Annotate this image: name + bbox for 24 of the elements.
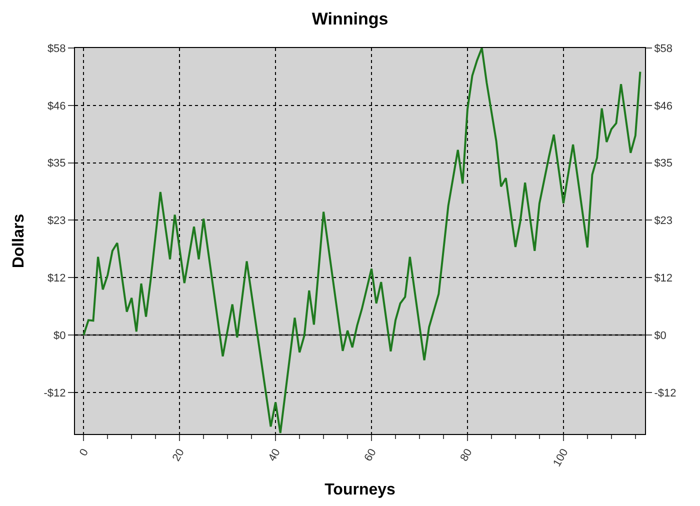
y2-tick-label: $46 [654, 100, 673, 112]
x-tick-label: 0 [78, 446, 91, 458]
y2-tick-label: $12 [654, 272, 673, 284]
x-axis-title: Tourneys [324, 482, 396, 499]
line-series [82, 48, 642, 434]
y-tick-label: $23 [47, 215, 66, 228]
y2-tick-label: -$12 [654, 387, 676, 400]
y-tick-label: $58 [47, 42, 66, 55]
y-tick-label: $12 [47, 272, 66, 284]
y-tick-label: $46 [47, 100, 66, 112]
y2-tick-label: $23 [654, 215, 673, 228]
x-tick-label: 20 [170, 446, 187, 464]
y-tick-label: $0 [54, 330, 66, 342]
y2-tick-label: $0 [654, 330, 666, 342]
y2-tick-label: $35 [654, 158, 673, 170]
x-tick-label: 80 [458, 446, 475, 464]
x-tick-label: 100 [551, 446, 571, 469]
y-tick-label: $35 [47, 158, 66, 170]
y-tick-label: -$12 [44, 387, 66, 400]
chart-title: Winnings [312, 10, 388, 29]
x-tick-label: 40 [266, 446, 283, 464]
y-axis-title: Dollars [10, 214, 28, 268]
x-tick-label: 60 [362, 446, 379, 464]
y2-tick-label: $58 [654, 42, 673, 55]
